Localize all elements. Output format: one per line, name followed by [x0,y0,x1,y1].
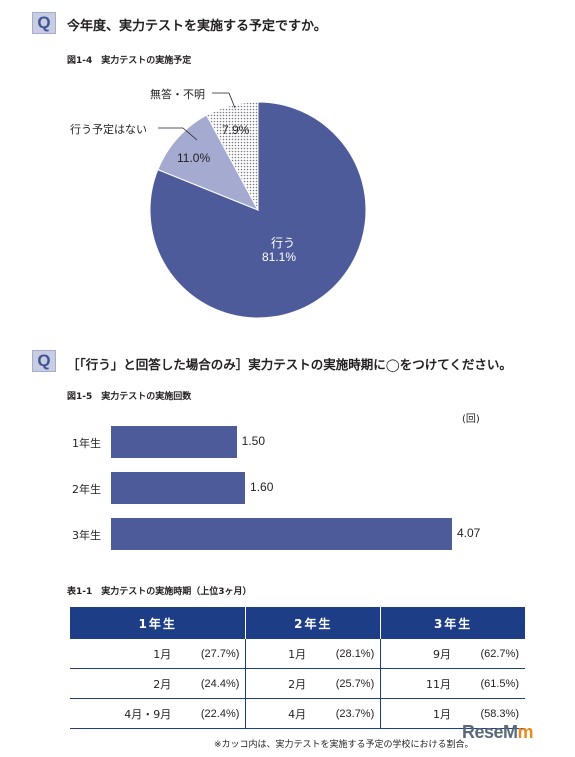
pie-slice-no-plan [157,114,260,211]
pie-label-do: 行う [271,236,296,250]
cell-percent: (61.5%) [455,668,525,699]
bar-category-label: 1年生 [72,437,101,450]
cell-month: 1月 [245,639,311,669]
leader-line-no-answer-diag [228,92,236,109]
question-badge-2: Q [32,350,56,372]
table-header-grade3: 3年生 [380,607,525,639]
table-row: 2月 (24.4%) 2月 (25.7%) 11月 (61.5%) [70,668,525,699]
resemom-logo: ReseMm [462,722,534,743]
logo-text-2: M [503,722,518,742]
pie-value-no-plan: 11.0% [177,151,211,165]
cell-month: 4月・9月 [70,698,176,729]
bar-grade2 [111,472,246,504]
cell-percent: (24.4%) [175,668,247,699]
footnote: ※カッコ内は、実力テストを実施する予定の学校における割合。 [214,740,474,750]
cell-month: 2月 [70,668,176,699]
pie-slice-no-answer [205,101,259,211]
table-row: 4月・9月 (22.4%) 4月 (23.7%) 1月 (58.3%) [70,698,525,729]
cell-month: 2月 [245,668,311,699]
cell-month: 4月 [245,698,311,729]
table-row: 1月 (27.7%) 1月 (28.1%) 9月 (62.7%) [70,639,525,669]
cell-percent: (27.7%) [175,639,247,669]
bar-grade1 [111,426,237,458]
pie-value-no-answer: 7.9% [222,123,250,137]
table-header-grade2: 2年生 [245,607,381,639]
cell-percent: (58.3%) [455,698,525,729]
question-text-2: ［「行う」と回答した場合のみ］実力テストの実施時期に◯をつけてください。 [67,357,512,372]
bar-category-label: 3年生 [72,529,101,542]
bar-grade3 [111,518,452,550]
pie-legend-no-answer: 無答・不明 [150,88,205,101]
pie-value-do: 81.1% [262,250,297,264]
bar-unit: (回) [462,414,480,425]
question-text-1: 今年度、実力テストを実施する予定ですか。 [67,19,327,34]
pie-slice-do [149,101,367,319]
question-badge-1: Q [32,12,56,34]
timing-table: 1年生 2年生 3年生 1月 (27.7%) 1月 (28.1%) 9月 (62… [70,607,525,729]
figure-title-2: 図1-5 実力テストの実施回数 [67,392,192,402]
cell-month: 1月 [380,698,455,729]
cell-percent: (28.1%) [310,639,382,669]
bar-category-label: 2年生 [72,483,101,496]
cell-percent: (62.7%) [455,639,525,669]
bar-value-label: 1.60 [250,480,274,494]
pie-legend-no-plan: 行う予定はない [70,123,147,136]
bar-value-label: 1.50 [241,434,266,448]
logo-text-3: m [517,722,534,742]
cell-percent: (23.7%) [310,698,382,729]
cell-month: 1月 [70,639,176,669]
table-title: 表1-1 実力テストの実施時期（上位3ヶ月） [67,587,252,597]
table-header-grade1: 1年生 [70,607,246,639]
cell-month: 9月 [380,639,455,669]
cell-month: 11月 [380,668,455,699]
logo-text-1: Rese [462,722,504,742]
figure-title-1: 図1-4 実力テストの実施予定 [67,56,192,66]
bar-value-label: 4.07 [457,526,481,540]
pie-chart [149,92,367,319]
cell-percent: (22.4%) [175,698,247,729]
cell-percent: (25.7%) [310,668,382,699]
leader-line-no-plan-diag [182,127,198,141]
